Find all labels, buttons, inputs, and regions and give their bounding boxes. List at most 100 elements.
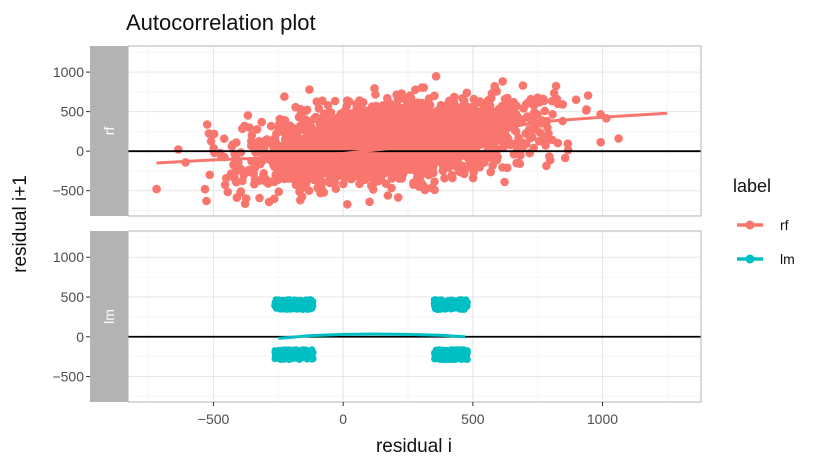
rf-point <box>223 187 232 197</box>
rf-point <box>269 194 279 204</box>
rf-point <box>280 166 289 175</box>
rf-point <box>516 151 525 160</box>
rf-point <box>152 184 161 194</box>
legend-lm-label: lm <box>780 251 795 267</box>
lm-cluster-3-point <box>442 347 450 355</box>
panel-lm-points <box>271 296 471 364</box>
rf-point <box>285 122 295 132</box>
panel-lm-background <box>128 231 701 402</box>
rf-point <box>498 163 507 172</box>
rf-point <box>343 200 352 209</box>
rf-point <box>399 93 409 102</box>
panel-rf-smooth-line <box>156 111 668 165</box>
rf-point <box>419 182 429 191</box>
rf-point <box>369 133 378 142</box>
rf-point <box>336 109 346 118</box>
rf-point <box>492 155 502 165</box>
rf-point <box>413 155 422 165</box>
lm-cluster-0-point <box>272 302 280 310</box>
rf-point <box>492 87 502 96</box>
rf-point <box>250 175 260 184</box>
rf-point <box>358 98 368 107</box>
rf-point <box>338 134 347 144</box>
rf-point <box>272 129 281 138</box>
rf-y-tick-neg500: −500 <box>52 183 84 199</box>
rf-point <box>476 140 486 149</box>
rf-point <box>247 131 257 140</box>
rf-point <box>357 126 367 135</box>
lm-cluster-2-point <box>285 355 293 362</box>
rf-point <box>335 165 344 174</box>
rf-point <box>480 158 489 167</box>
rf-point <box>453 151 463 161</box>
rf-point <box>516 141 526 151</box>
x-tick-0: 0 <box>339 411 347 427</box>
lm-cluster-0-point <box>281 306 288 313</box>
rf-point <box>448 173 457 183</box>
rf-point <box>548 135 557 145</box>
rf-point <box>255 159 265 169</box>
lm-cluster-0-point <box>307 301 315 309</box>
rf-point <box>477 122 486 132</box>
rf-point <box>529 143 538 153</box>
rf-point <box>543 123 552 132</box>
rf-point <box>367 102 377 111</box>
legend-lm-marker <box>745 254 755 264</box>
lm-y-tick-1000: 1000 <box>53 249 84 265</box>
lm-cluster-2-point <box>286 346 294 354</box>
rf-point <box>245 123 254 132</box>
rf-point <box>232 177 241 187</box>
rf-point <box>210 148 219 158</box>
rf-point <box>583 91 593 100</box>
rf-point <box>204 129 214 138</box>
rf-point <box>327 161 337 171</box>
rf-point <box>255 193 264 203</box>
rf-point <box>418 117 427 126</box>
rf-point <box>393 193 403 202</box>
rf-point <box>297 192 307 201</box>
rf-point <box>266 121 276 131</box>
rf-point <box>398 136 408 146</box>
rf-point <box>282 158 292 168</box>
rf-point <box>243 111 253 120</box>
rf-point <box>322 168 332 178</box>
rf-point <box>322 145 331 154</box>
rf-point <box>329 141 339 150</box>
rf-point <box>381 125 391 134</box>
rf-point <box>436 100 446 110</box>
lm-cluster-2-point <box>300 350 307 357</box>
rf-point <box>339 179 348 189</box>
rf-point <box>301 106 310 116</box>
rf-point <box>301 115 311 124</box>
lm-cluster-3-point <box>452 354 460 362</box>
rf-point <box>280 92 289 101</box>
rf-point <box>281 135 290 144</box>
rf-point <box>291 171 300 181</box>
rf-point <box>350 107 360 117</box>
lm-cluster-0-point <box>300 303 307 311</box>
panel-lm-smooth-line <box>278 332 466 340</box>
rf-point <box>269 148 278 157</box>
rf-y-tick-1000: 1000 <box>53 64 84 80</box>
rf-point <box>230 159 240 168</box>
rf-point <box>375 159 385 168</box>
rf-point <box>367 115 377 125</box>
panel-rf: rf −500 0 500 1000 <box>52 45 702 217</box>
x-tick-1000: 1000 <box>587 411 618 427</box>
rf-point <box>312 168 322 177</box>
rf-point <box>298 172 308 182</box>
rf-point <box>344 164 353 174</box>
lm-cluster-3-point <box>464 356 471 363</box>
lm-cluster-2-point <box>290 353 298 361</box>
rf-point <box>202 120 212 129</box>
rf-point <box>259 169 269 178</box>
panel-lm: lm −500 0 500 1000 <box>52 230 702 403</box>
rf-point <box>539 133 548 143</box>
rf-point <box>462 88 472 98</box>
rf-point <box>424 165 434 174</box>
rf-point <box>364 158 373 167</box>
rf-point <box>220 180 230 190</box>
panel-lm-y-ticks: −500 0 500 1000 <box>52 249 90 385</box>
